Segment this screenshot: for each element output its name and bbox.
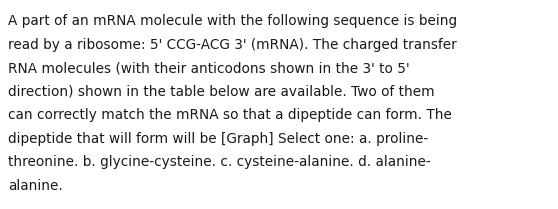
Text: A part of an mRNA molecule with the following sequence is being: A part of an mRNA molecule with the foll…: [8, 14, 457, 28]
Text: dipeptide that will form will be [Graph] Select one: a. proline-: dipeptide that will form will be [Graph]…: [8, 131, 428, 145]
Text: direction) shown in the table below are available. Two of them: direction) shown in the table below are …: [8, 84, 435, 98]
Text: RNA molecules (with their anticodons shown in the 3' to 5': RNA molecules (with their anticodons sho…: [8, 61, 410, 75]
Text: can correctly match the mRNA so that a dipeptide can form. The: can correctly match the mRNA so that a d…: [8, 108, 452, 122]
Text: threonine. b. glycine-cysteine. c. cysteine-alanine. d. alanine-: threonine. b. glycine-cysteine. c. cyste…: [8, 155, 431, 169]
Text: alanine.: alanine.: [8, 178, 62, 192]
Text: read by a ribosome: 5' CCG-ACG 3' (mRNA). The charged transfer: read by a ribosome: 5' CCG-ACG 3' (mRNA)…: [8, 37, 457, 51]
